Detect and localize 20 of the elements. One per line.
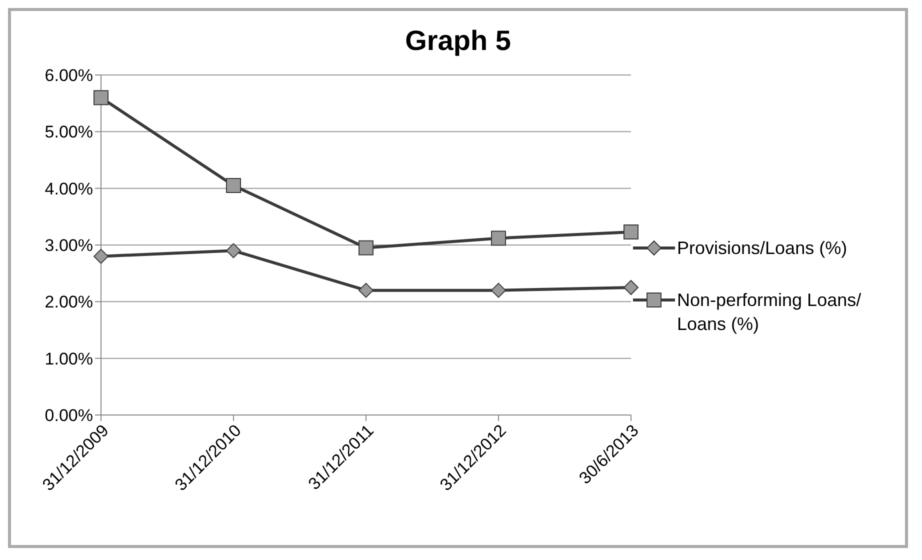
legend-label: Non-performing Loans/ Loans (%) xyxy=(677,289,862,336)
point xyxy=(624,280,638,295)
y-tick-label: 5.00% xyxy=(44,122,93,142)
point xyxy=(358,240,374,256)
point xyxy=(491,230,506,246)
point xyxy=(624,224,638,240)
y-tick-label: 3.00% xyxy=(44,236,93,256)
legend-label: Provisions/Loans (%) xyxy=(677,237,848,260)
y-tick-label: 0.00% xyxy=(44,406,93,426)
point xyxy=(491,282,506,298)
point xyxy=(94,90,108,106)
point xyxy=(94,248,108,264)
point xyxy=(226,178,241,193)
y-tick-label: 1.00% xyxy=(44,349,93,368)
point xyxy=(226,243,241,258)
y-tick-label: 2.00% xyxy=(44,292,93,312)
y-tick-label: 4.00% xyxy=(44,179,93,198)
chart-title: Graph 5 xyxy=(404,24,512,58)
y-tick-label: 6.00% xyxy=(44,66,93,86)
point xyxy=(358,282,374,298)
